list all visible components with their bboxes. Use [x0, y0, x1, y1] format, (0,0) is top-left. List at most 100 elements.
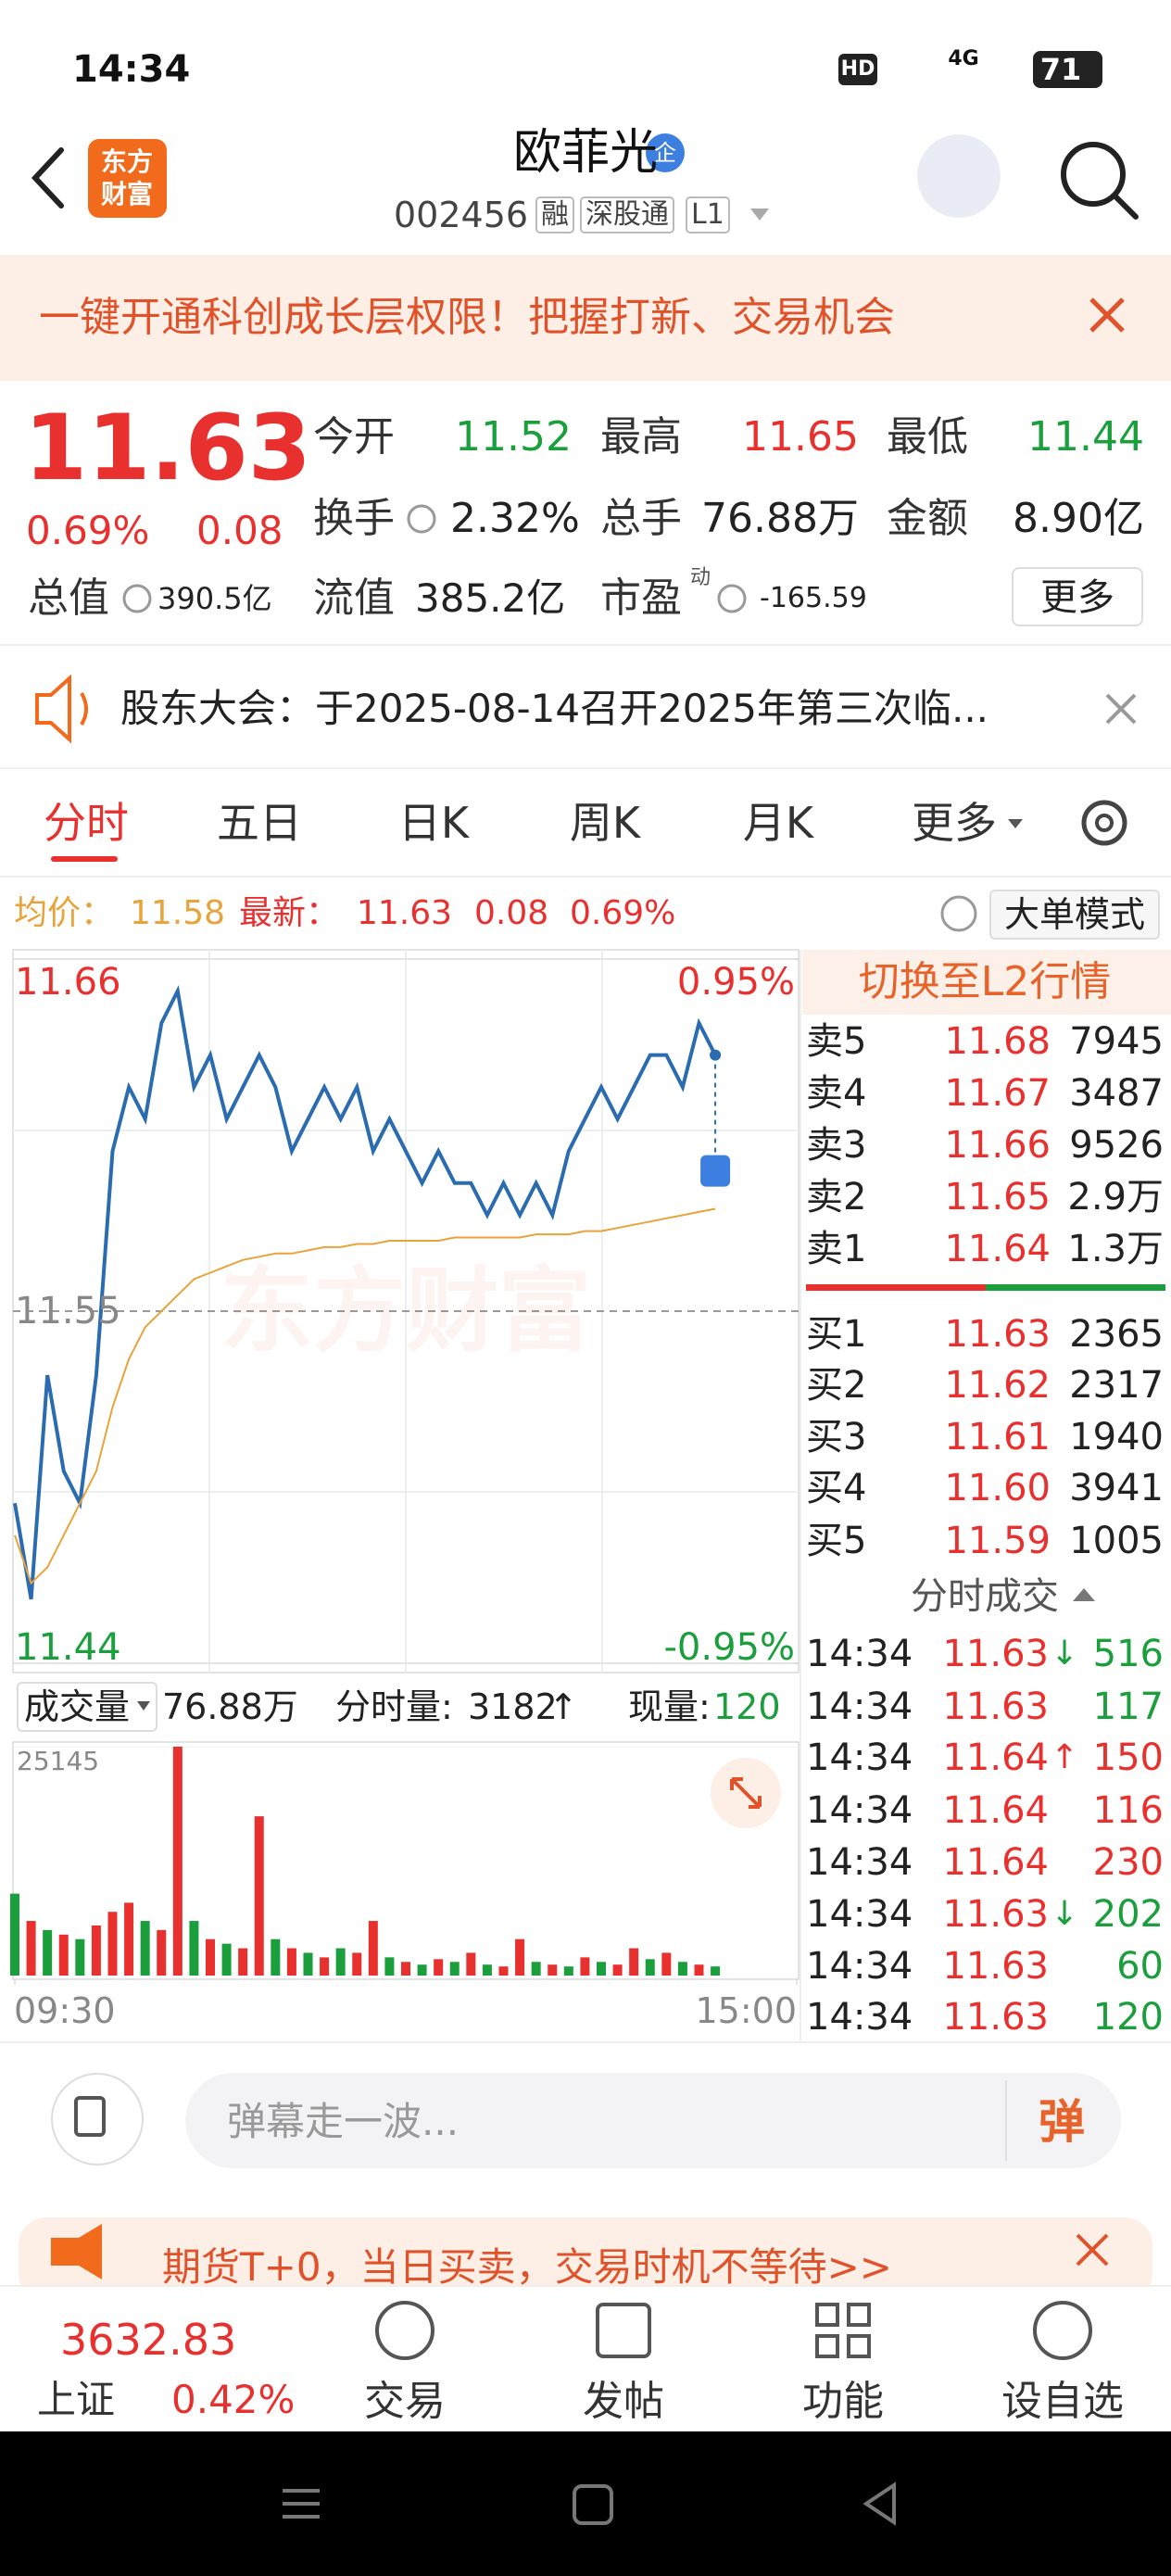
comment-input[interactable]: [185, 2073, 1121, 2168]
volume-bar: [563, 1966, 573, 1976]
comment-icon[interactable]: [51, 2073, 144, 2166]
volume-bar: [417, 1964, 427, 1976]
trade-volume: 202: [1092, 1893, 1164, 1936]
divider: [0, 2041, 1171, 2043]
sort-arrow: [1073, 1588, 1095, 1601]
post-icon[interactable]: [596, 2303, 651, 2358]
tab[interactable]: 分时: [44, 798, 129, 848]
volume-bar: [26, 1921, 36, 1976]
book-price: 11.59: [944, 1520, 1051, 1562]
book-volume: 3487: [1069, 1072, 1164, 1115]
volume-bar: [286, 1948, 296, 1976]
close-icon[interactable]: [1105, 693, 1137, 725]
back-key[interactable]: [863, 2481, 896, 2526]
volume-bar: [172, 1747, 183, 1976]
tab[interactable]: 月K: [742, 798, 814, 848]
divider: [0, 767, 1171, 769]
nav-item[interactable]: 发帖: [583, 2378, 664, 2425]
l2-switch[interactable]: 切换至L2行情: [858, 958, 1112, 1005]
info-icon[interactable]: [717, 584, 747, 613]
y-tick-label: 11.66: [15, 961, 121, 1004]
info-icon[interactable]: [407, 504, 436, 534]
ad-text[interactable]: 期货T+0，当日买卖，交易时机不等待>>: [162, 2244, 892, 2290]
banner-bg[interactable]: [0, 255, 1171, 381]
settings-icon[interactable]: [1081, 800, 1127, 846]
field-note: 动: [690, 566, 711, 589]
close-icon[interactable]: [1089, 297, 1125, 333]
logo[interactable]: [88, 139, 167, 218]
field-label: 市盈: [600, 575, 682, 622]
y2-tick-label: -0.95%: [663, 1626, 795, 1669]
more-button[interactable]: [1012, 567, 1143, 626]
mode-label[interactable]: 大单模式: [1003, 894, 1146, 935]
latest-change: 0.08: [474, 894, 549, 932]
y2-tick-label: 0.95%: [676, 961, 795, 1004]
info-icon[interactable]: [122, 584, 152, 613]
change-pct: 0.69%: [26, 508, 150, 553]
book-volume: 7945: [1069, 1020, 1164, 1063]
field-label: 换手: [313, 495, 395, 542]
more-label[interactable]: 更多: [1040, 576, 1114, 619]
notice-text[interactable]: 股东大会：于2025-08-14召开2025年第三次临...: [120, 686, 989, 731]
danmaku-button[interactable]: 弹: [1039, 2095, 1085, 2149]
book-label: 买4: [806, 1467, 867, 1509]
megaphone: [51, 2224, 102, 2279]
volume-bar: [612, 1964, 623, 1976]
tab[interactable]: 周K: [569, 798, 641, 848]
field-value: 76.88万: [701, 495, 859, 542]
tab[interactable]: 更多: [912, 798, 997, 848]
menu-key[interactable]: [283, 2489, 320, 2519]
trade-icon[interactable]: [375, 2301, 434, 2360]
search-icon[interactable]: [1061, 142, 1126, 207]
system-nav: [0, 2431, 1171, 2576]
help-icon[interactable]: [940, 895, 977, 932]
book-price: 11.60: [944, 1467, 1051, 1509]
speaker-icon: [35, 674, 88, 744]
book-price: 11.64: [944, 1228, 1051, 1270]
latest-label: 最新：: [239, 894, 340, 932]
book-volume: 9526: [1069, 1124, 1164, 1167]
index-value[interactable]: 3632.83: [60, 2315, 237, 2365]
book-price: 11.66: [944, 1124, 1051, 1167]
back-icon[interactable]: [31, 147, 64, 208]
tag: 深股通: [580, 196, 674, 234]
nav-item[interactable]: 功能: [802, 2378, 884, 2425]
avg-value: 11.58: [130, 894, 226, 932]
volume-bar: [107, 1912, 118, 1976]
l2-switch-bg[interactable]: [802, 950, 1171, 1015]
comment-placeholder[interactable]: 弹幕走一波...: [227, 2099, 460, 2144]
watchlist-icon[interactable]: [1033, 2301, 1092, 2360]
home-key[interactable]: [573, 2484, 613, 2525]
nav-item[interactable]: 设自选: [1001, 2378, 1124, 2425]
y-tick-label: 25145: [17, 1746, 100, 1776]
volume-dropdown[interactable]: [17, 1682, 157, 1732]
divider: [0, 876, 1171, 878]
avatar[interactable]: [917, 134, 1001, 218]
tab[interactable]: 五日: [217, 798, 302, 848]
trade-time: 14:34: [806, 1841, 913, 1884]
battery-level: 71: [1039, 52, 1082, 87]
icons: [31, 142, 1139, 221]
trade-flag: ↑: [1051, 1738, 1079, 1776]
clock: 14:34: [72, 48, 191, 91]
volume-bar: [43, 1929, 53, 1976]
trade-volume: 230: [1092, 1841, 1164, 1884]
avg-label: 均价：: [14, 894, 115, 932]
latest-pct: 0.69%: [570, 894, 676, 932]
func-icon[interactable]: [815, 2303, 839, 2327]
func-icon: [847, 2334, 871, 2358]
book-volume: 1005: [1069, 1520, 1164, 1562]
tab[interactable]: 日K: [397, 798, 470, 848]
banner-text[interactable]: 一键开通科创成长层权限！把握打新、交易机会: [39, 294, 895, 341]
volume-label[interactable]: 成交量: [24, 1686, 131, 1727]
mode-button[interactable]: [989, 890, 1160, 940]
trades-title[interactable]: 分时成交: [911, 1575, 1059, 1618]
close-icon[interactable]: [1076, 2233, 1109, 2267]
book-split-green: [986, 1284, 1165, 1291]
nav-item[interactable]: 交易: [364, 2378, 446, 2425]
volume-bar: [711, 1966, 721, 1976]
stock-name: 欧菲光: [512, 125, 659, 181]
